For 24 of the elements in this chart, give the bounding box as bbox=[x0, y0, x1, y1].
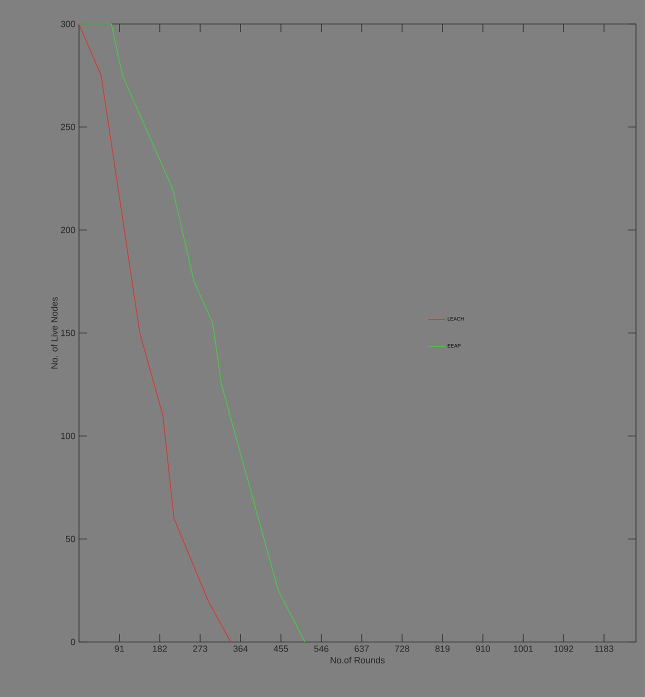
y-tick-label: 0 bbox=[70, 638, 76, 646]
x-tick-label: 364 bbox=[233, 646, 248, 652]
x-axis-title: No.of Rounds bbox=[330, 656, 385, 664]
y-tick-label: 100 bbox=[61, 432, 76, 440]
x-tick-label: 182 bbox=[152, 646, 167, 652]
x-tick-label: 819 bbox=[435, 646, 450, 652]
y-tick-label: 50 bbox=[66, 536, 76, 542]
x-tick-label: 455 bbox=[274, 646, 288, 652]
x-tick-label: 91 bbox=[114, 646, 124, 652]
line-series bbox=[78, 24, 306, 642]
y-axis-title: No. of Live Nodes bbox=[50, 297, 58, 368]
line-series bbox=[78, 24, 232, 642]
x-tick-label: 637 bbox=[354, 646, 369, 652]
x-tick-label: 1183 bbox=[595, 646, 614, 652]
x-tick-label: 1092 bbox=[554, 646, 574, 652]
x-tick-label: 1001 bbox=[514, 646, 533, 652]
x-tick-label: 273 bbox=[193, 646, 208, 652]
x-tick-label: 546 bbox=[314, 646, 328, 652]
y-tick-label: 300 bbox=[60, 20, 76, 28]
y-tick-label: 150 bbox=[61, 330, 76, 336]
x-tick-label: 910 bbox=[476, 646, 490, 652]
y-tick-label: 250 bbox=[60, 124, 76, 130]
x-tick-label: 728 bbox=[395, 646, 410, 652]
y-tick-label: 200 bbox=[60, 226, 76, 234]
